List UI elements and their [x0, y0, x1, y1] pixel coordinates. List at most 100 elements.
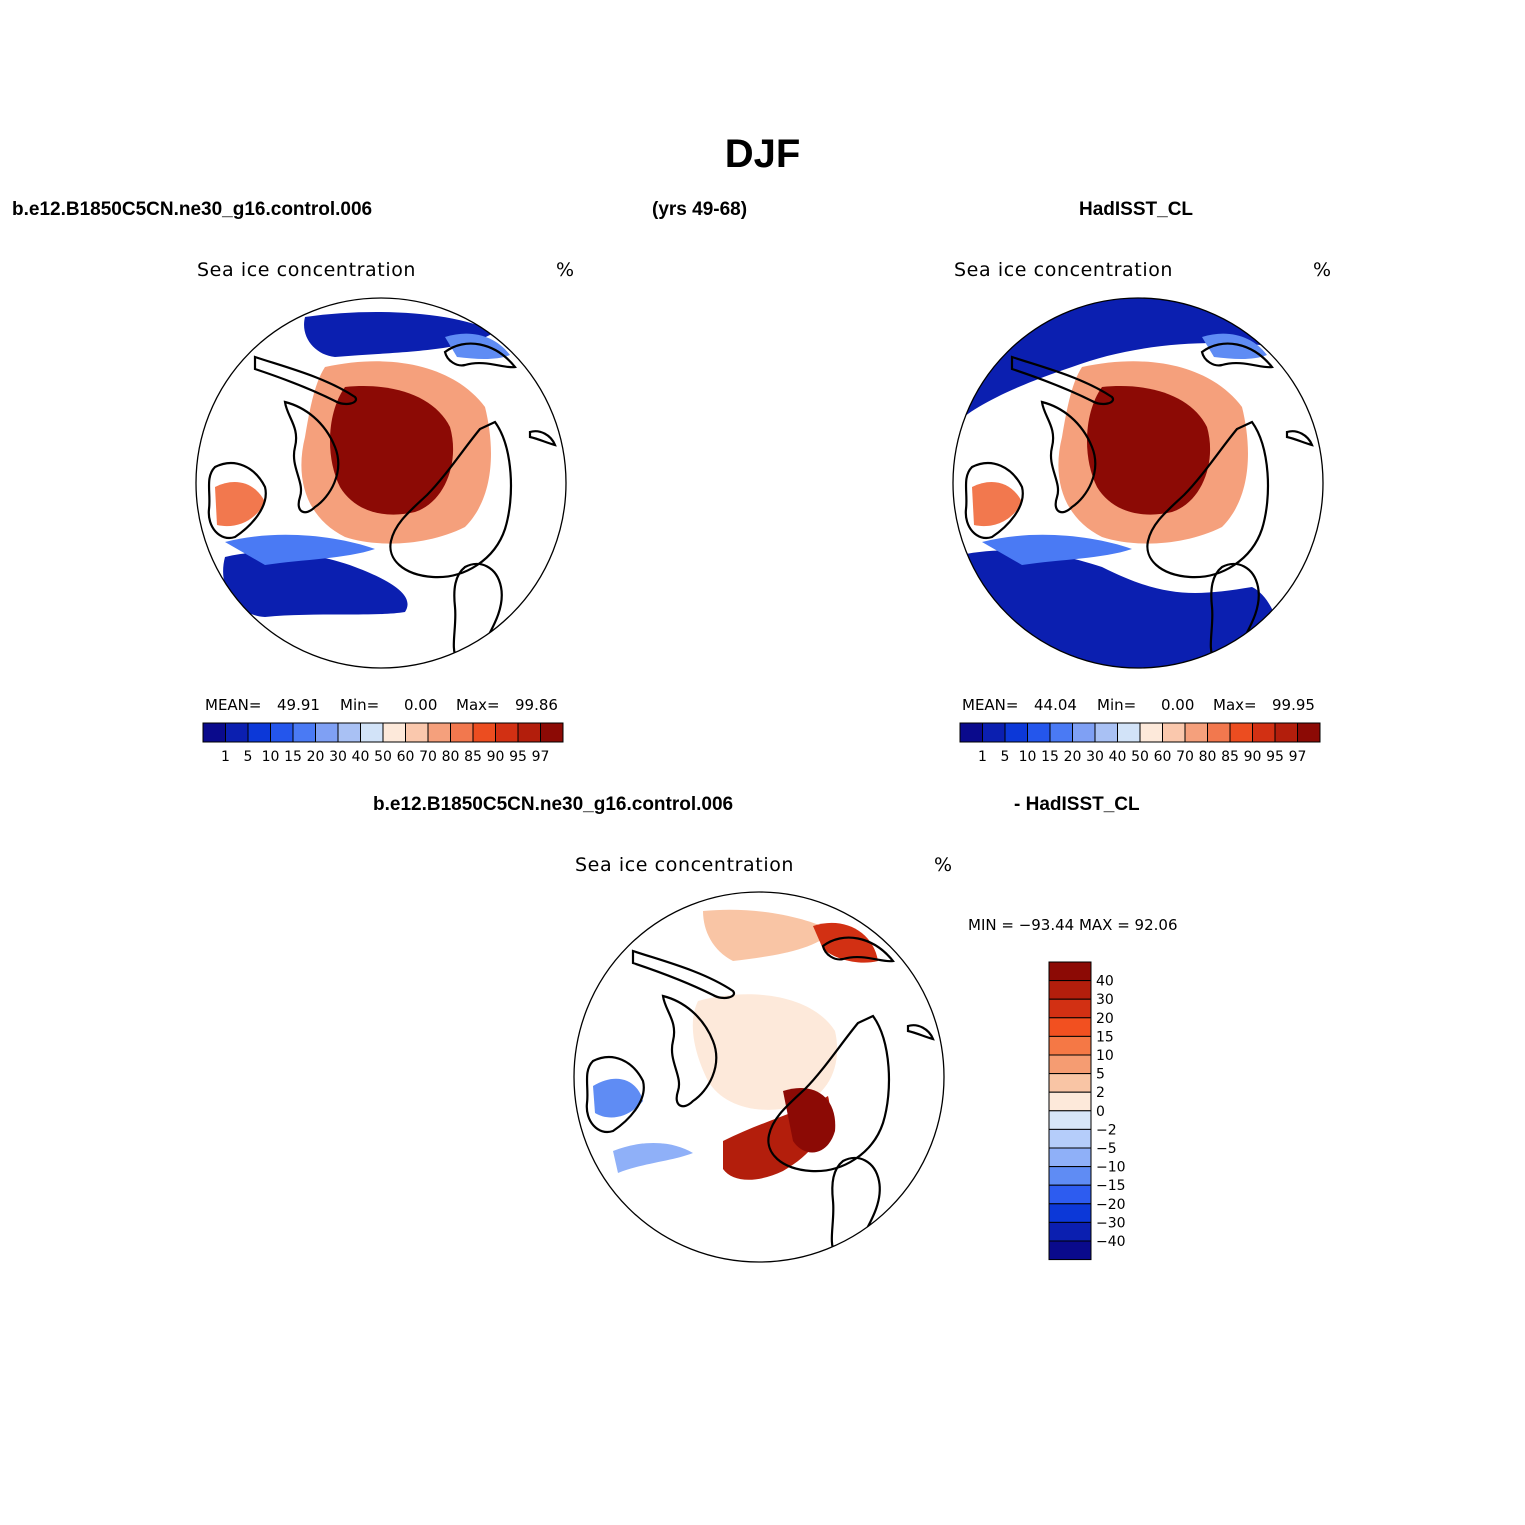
panel1-bering-ice	[445, 333, 510, 359]
panel3-small-change	[692, 994, 838, 1110]
panel2-colorbar-tick-label: 10	[1019, 749, 1037, 765]
panel2-colorbar-tick-label: 85	[1221, 749, 1239, 765]
panel2-bay-ice	[972, 482, 1022, 527]
panel1-coastline	[207, 462, 267, 540]
panel1-colorbar: 1 5 10 15 20 30 40 50 60 70 80 85 90 95 97	[202, 722, 564, 765]
panel2-colorbar-swatch	[1252, 722, 1276, 743]
panel1-mean-label: MEAN=	[205, 696, 262, 714]
panel1-colorbar-swatch	[472, 722, 496, 743]
panel2-colorbar-tick-label: 1	[978, 749, 987, 765]
panel3-coastline	[631, 949, 736, 1000]
panel2-max-value: 99.95	[1272, 696, 1315, 714]
panel1-open-water	[304, 312, 495, 357]
panel1-colorbar-tick-label: 80	[442, 749, 460, 765]
panel1-colorbar-swatch	[405, 722, 429, 743]
panel3-colorbar-swatch	[1048, 1073, 1092, 1093]
panel2-colorbar-swatch	[1027, 722, 1051, 743]
panel1-colorbar-swatch	[292, 722, 316, 743]
panel1-colorbar-tick-label: 20	[307, 749, 325, 765]
panel2-low-ice	[982, 534, 1132, 565]
panel1-colorbar-tick-label: 90	[487, 749, 505, 765]
panel1-colorbar-tick-label: 70	[419, 749, 437, 765]
panel3-colorbar-tick-label: −15	[1096, 1178, 1126, 1194]
panel3-colorbar-tick-label: 2	[1096, 1085, 1105, 1101]
panel3-colorbar-tick-label: −2	[1096, 1122, 1117, 1138]
panel2-coastline	[1200, 342, 1274, 369]
panel2-colorbar-swatch	[1297, 722, 1321, 743]
panel2-mean-value: 44.04	[1034, 696, 1077, 714]
panel3-colorbar-swatch	[1048, 1017, 1092, 1037]
panel1-min-label: Min=	[340, 696, 380, 714]
panel3-colorbar-swatch	[1048, 1091, 1092, 1112]
panel2-mean-label: MEAN=	[962, 696, 1019, 714]
panel3-colorbar-tick-label: −20	[1096, 1197, 1126, 1213]
panel1-colorbar-swatch	[382, 722, 406, 743]
panel3-colorbar-swatch	[1048, 1240, 1092, 1261]
panel3-colorbar-swatch	[1048, 1035, 1092, 1056]
panel1-low-ice	[225, 534, 375, 565]
panel2-coastline	[1010, 355, 1115, 406]
panel1-colorbar-swatch	[360, 722, 384, 743]
panel2-colorbar-tick-label: 30	[1086, 749, 1104, 765]
panel1-colorbar-tick-label: 30	[329, 749, 347, 765]
panel3-coastline	[906, 1024, 935, 1041]
panel2-colorbar-tick-label: 70	[1176, 749, 1194, 765]
panel2-colorbar-swatch	[1094, 722, 1118, 743]
panel2-bering-ice	[1202, 333, 1267, 359]
panel2-colorbar-tick-label: 15	[1041, 749, 1059, 765]
panel3-positive-bering	[813, 922, 878, 963]
panel1-colorbar-tick-label: 5	[244, 749, 253, 765]
panel3-negative-bay	[593, 1078, 643, 1118]
panel3-colorbar-tick-label: 0	[1096, 1104, 1105, 1120]
panel2-coastline	[1040, 400, 1097, 514]
panel2-coastline	[964, 462, 1024, 540]
panel1-coastline	[283, 400, 340, 514]
panel3-difference-map	[573, 891, 945, 1263]
panel1-colorbar-swatch	[202, 722, 226, 743]
panel2-max-label: Max=	[1213, 696, 1257, 714]
panel1-open-water	[223, 551, 408, 617]
panel2-colorbar-tick-label: 50	[1131, 749, 1149, 765]
diff-model-header: b.e12.B1850C5CN.ne30_g16.control.006	[373, 794, 734, 815]
panel1-colorbar-tick-label: 1	[221, 749, 230, 765]
panel2-min-label: Min=	[1097, 696, 1137, 714]
panel3-colorbar-swatch	[1048, 1110, 1092, 1130]
panel2-colorbar-swatch	[1274, 722, 1298, 743]
panel2-coastline	[1146, 420, 1270, 579]
panel2-colorbar-swatch	[1072, 722, 1096, 743]
panel1-max-label: Max=	[456, 696, 500, 714]
panel3-colorbar-tick-label: 20	[1096, 1011, 1114, 1027]
panel3-positive-kara	[783, 1087, 836, 1153]
panel1-colorbar-swatch	[540, 722, 564, 743]
panel3-colorbar-tick-label: 5	[1096, 1067, 1105, 1083]
panel2-colorbar-tick-label: 95	[1266, 749, 1284, 765]
panel3-colorbar-tick-label: −10	[1096, 1160, 1126, 1176]
panel2-pack-ice	[1086, 386, 1211, 515]
panel3-colorbar-swatch	[1048, 1128, 1092, 1149]
panel1-polar-map	[195, 297, 567, 669]
panel1-bay-ice	[215, 482, 265, 527]
panel2-colorbar: 1 5 10 15 20 30 40 50 60 70 80 85 90 95 97	[959, 722, 1321, 765]
panel3-colorbar-swatch	[1048, 1166, 1092, 1186]
panel1-colorbar-swatch	[450, 722, 474, 743]
obs-dataset-header: HadISST_CL	[1079, 199, 1194, 220]
panel1-colorbar-tick-label: 50	[374, 749, 392, 765]
panel1-colorbar-tick-label: 10	[262, 749, 280, 765]
panel1-colorbar-tick-label: 40	[352, 749, 370, 765]
panel3-colorbar-swatch	[1048, 998, 1092, 1019]
panel3-colorbar-swatch	[1048, 1221, 1092, 1242]
panel2-colorbar-swatch	[1229, 722, 1253, 743]
panel1-colorbar-swatch	[495, 722, 519, 743]
model-case-header: b.e12.B1850C5CN.ne30_g16.control.006	[12, 199, 373, 220]
panel2-colorbar-swatch	[1207, 722, 1231, 743]
panel2-map-boundary	[952, 297, 1324, 669]
panel3-positive-pacific	[703, 909, 833, 961]
panel1-min-value: 0.00	[404, 696, 438, 714]
panel2-min-value: 0.00	[1161, 696, 1195, 714]
panel3-variable-title: Sea ice concentration	[575, 854, 795, 876]
panel1-pack-ice	[329, 386, 454, 515]
panel1-colorbar-tick-label: 15	[284, 749, 302, 765]
panel3-colorbar-swatch	[1048, 1054, 1092, 1075]
diff-obs-header: - HadISST_CL	[1014, 794, 1140, 815]
